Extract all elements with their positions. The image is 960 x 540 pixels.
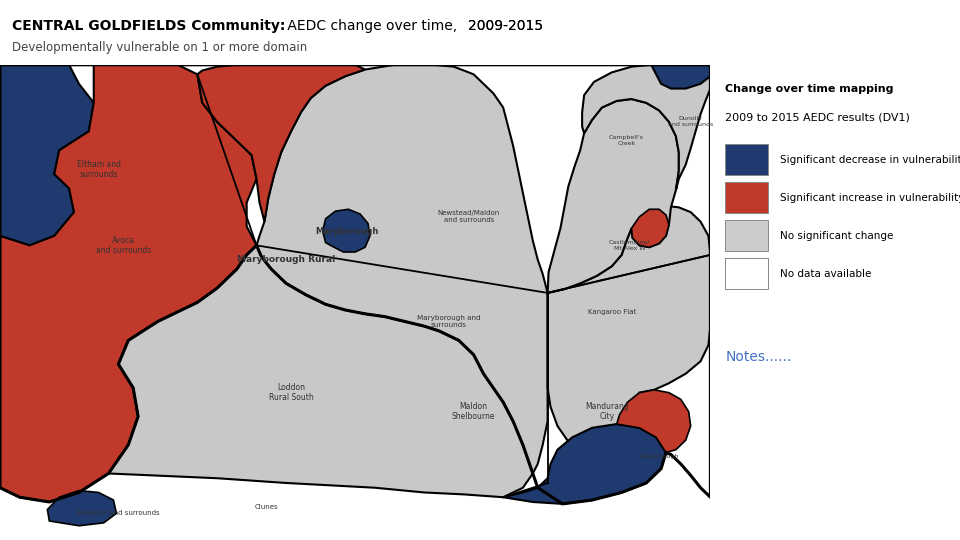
- Text: Loddon
Rural South: Loddon Rural South: [269, 383, 314, 402]
- Polygon shape: [582, 65, 710, 190]
- Polygon shape: [323, 210, 370, 252]
- Text: Maryborough Rural: Maryborough Rural: [237, 255, 335, 264]
- FancyBboxPatch shape: [726, 144, 768, 176]
- Text: 2009-2015: 2009-2015: [468, 19, 543, 33]
- Text: Neilborough: Neilborough: [640, 454, 679, 459]
- Polygon shape: [0, 65, 256, 502]
- Polygon shape: [616, 390, 690, 453]
- Polygon shape: [198, 65, 365, 221]
- Polygon shape: [503, 424, 666, 504]
- Text: Maryborough and
surrounds: Maryborough and surrounds: [418, 315, 481, 328]
- Text: Change over time mapping: Change over time mapping: [726, 84, 894, 94]
- Text: Avoca
and surrounds: Avoca and surrounds: [96, 235, 151, 255]
- FancyBboxPatch shape: [726, 220, 768, 251]
- Polygon shape: [256, 65, 547, 474]
- Polygon shape: [0, 65, 94, 245]
- Polygon shape: [651, 65, 710, 89]
- Text: Significant increase in vulnerability: Significant increase in vulnerability: [780, 193, 960, 203]
- FancyBboxPatch shape: [726, 259, 768, 289]
- Text: AEDC change over time,: AEDC change over time,: [283, 19, 462, 33]
- Polygon shape: [47, 490, 116, 526]
- Text: Maryborough: Maryborough: [316, 227, 379, 235]
- Text: CENTRAL GOLDFIELDS Community:: CENTRAL GOLDFIELDS Community:: [12, 19, 285, 33]
- FancyBboxPatch shape: [726, 183, 768, 213]
- Text: Castlemaine/
Mt Alex W: Castlemaine/ Mt Alex W: [609, 240, 650, 251]
- Polygon shape: [108, 245, 533, 497]
- Text: Developmentally vulnerable on 1 or more domain: Developmentally vulnerable on 1 or more …: [12, 40, 307, 53]
- Text: Newstead/Maldon
and surrounds: Newstead/Maldon and surrounds: [438, 211, 500, 224]
- Text: Maldon
Shelbourne: Maldon Shelbourne: [452, 402, 495, 421]
- Text: Clunes: Clunes: [254, 504, 278, 510]
- Text: 2009 to 2015 AEDC results (DV1): 2009 to 2015 AEDC results (DV1): [726, 112, 910, 123]
- Text: Significant decrease in vulnerability: Significant decrease in vulnerability: [780, 155, 960, 165]
- Polygon shape: [632, 210, 669, 247]
- Text: No data available: No data available: [780, 269, 872, 279]
- Polygon shape: [547, 99, 679, 293]
- Text: Notes......: Notes......: [726, 350, 792, 364]
- Text: Campbell's
Creek: Campbell's Creek: [609, 136, 644, 146]
- Text: Beaufort and surrounds: Beaufort and surrounds: [77, 510, 159, 516]
- Text: Eltham and
surrounds: Eltham and surrounds: [77, 160, 121, 179]
- Text: Dunolly
and surrounds: Dunolly and surrounds: [668, 117, 713, 127]
- Text: Kangaroo Flat: Kangaroo Flat: [588, 309, 636, 315]
- Text: 2009-2015: 2009-2015: [468, 19, 543, 33]
- Text: Mandurang
City: Mandurang City: [585, 402, 629, 421]
- Polygon shape: [547, 205, 710, 455]
- Text: No significant change: No significant change: [780, 231, 894, 241]
